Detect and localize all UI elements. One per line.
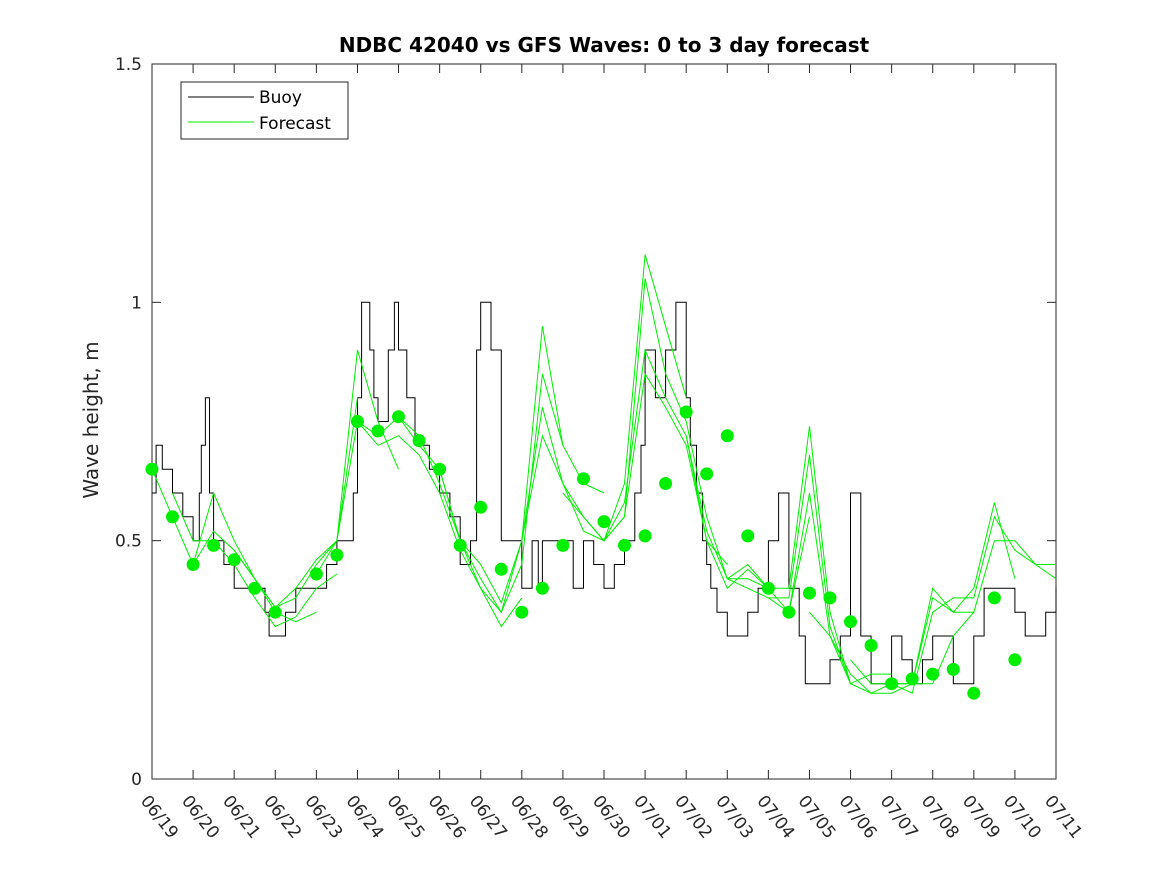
forecast-marker-point: [227, 553, 241, 567]
forecast-marker-point: [761, 581, 775, 595]
forecast-marker-point: [905, 672, 919, 686]
forecast-series-line: [809, 587, 974, 694]
y-tick-label: 1: [131, 293, 142, 313]
forecast-marker-point: [515, 605, 529, 619]
forecast-marker-point: [556, 538, 570, 552]
y-tick-label: 0: [131, 770, 142, 790]
forecast-marker-point: [618, 538, 631, 552]
forecast-marker-point: [248, 581, 262, 595]
forecast-series-line: [439, 373, 605, 614]
forecast-marker-point: [741, 529, 755, 543]
forecast-marker-point: [166, 510, 179, 524]
legend-forecast-label: Forecast: [259, 114, 331, 134]
forecast-marker-point: [987, 591, 1001, 605]
forecast-marker-point: [946, 662, 960, 676]
forecast-series-line: [644, 373, 810, 614]
y-axis-label: Wave height, m: [79, 341, 103, 498]
forecast-marker-point: [844, 615, 857, 629]
forecast-marker-point: [330, 548, 344, 562]
forecast-marker-point: [453, 538, 467, 552]
forecast-series-line: [562, 348, 728, 565]
forecast-series-line: [932, 540, 1056, 684]
forecast-marker-point: [577, 472, 590, 486]
forecast-marker-point: [392, 410, 405, 424]
forecast-marker-point: [926, 667, 940, 681]
forecast-marker-point: [885, 677, 899, 691]
forecast-marker-point: [494, 562, 508, 576]
forecast-marker-point: [720, 429, 734, 443]
forecast-marker-point: [309, 567, 323, 581]
buoy-series-line: [152, 301, 1057, 685]
forecast-marker-point: [967, 686, 981, 700]
forecast-marker-point: [207, 538, 221, 552]
legend: Buoy Forecast: [180, 81, 349, 140]
chart-title: NDBC 42040 vs GFS Waves: 0 to 3 day fore…: [339, 33, 870, 57]
forecast-marker-point: [659, 477, 673, 490]
forecast-marker-point: [803, 586, 816, 600]
forecast-marker-point: [145, 462, 159, 476]
forecast-series-line: [233, 349, 399, 609]
forecast-series-line: [891, 515, 1057, 694]
legend-buoy-label: Buoy: [259, 88, 302, 108]
forecast-marker-point: [864, 639, 878, 652]
forecast-marker-point: [782, 605, 796, 619]
forecast-series-line: [398, 326, 564, 614]
forecast-marker-point: [535, 581, 549, 595]
y-tick-label: 0.5: [115, 532, 142, 552]
legend-box: [180, 81, 349, 140]
forecast-series-line: [603, 278, 769, 589]
forecast-marker-point: [679, 405, 693, 419]
forecast-marker-point: [700, 467, 714, 481]
forecast-marker-point: [371, 424, 385, 438]
forecast-marker-point: [823, 591, 837, 605]
y-tick-label: 1.5: [115, 55, 142, 75]
forecast-marker-point: [351, 415, 364, 428]
forecast-marker-point: [474, 500, 488, 514]
forecast-series-line: [850, 502, 1016, 685]
forecast-marker-point: [1008, 653, 1022, 667]
forecast-marker-point: [186, 558, 200, 571]
forecast-marker-point: [433, 462, 447, 476]
forecast-marker-point: [638, 529, 652, 543]
forecast-marker-point: [412, 434, 426, 448]
forecast-series-line: [357, 421, 523, 628]
forecast-series-line: [727, 454, 892, 685]
forecast-marker-point: [597, 515, 611, 529]
forecast-marker-point: [268, 605, 282, 619]
